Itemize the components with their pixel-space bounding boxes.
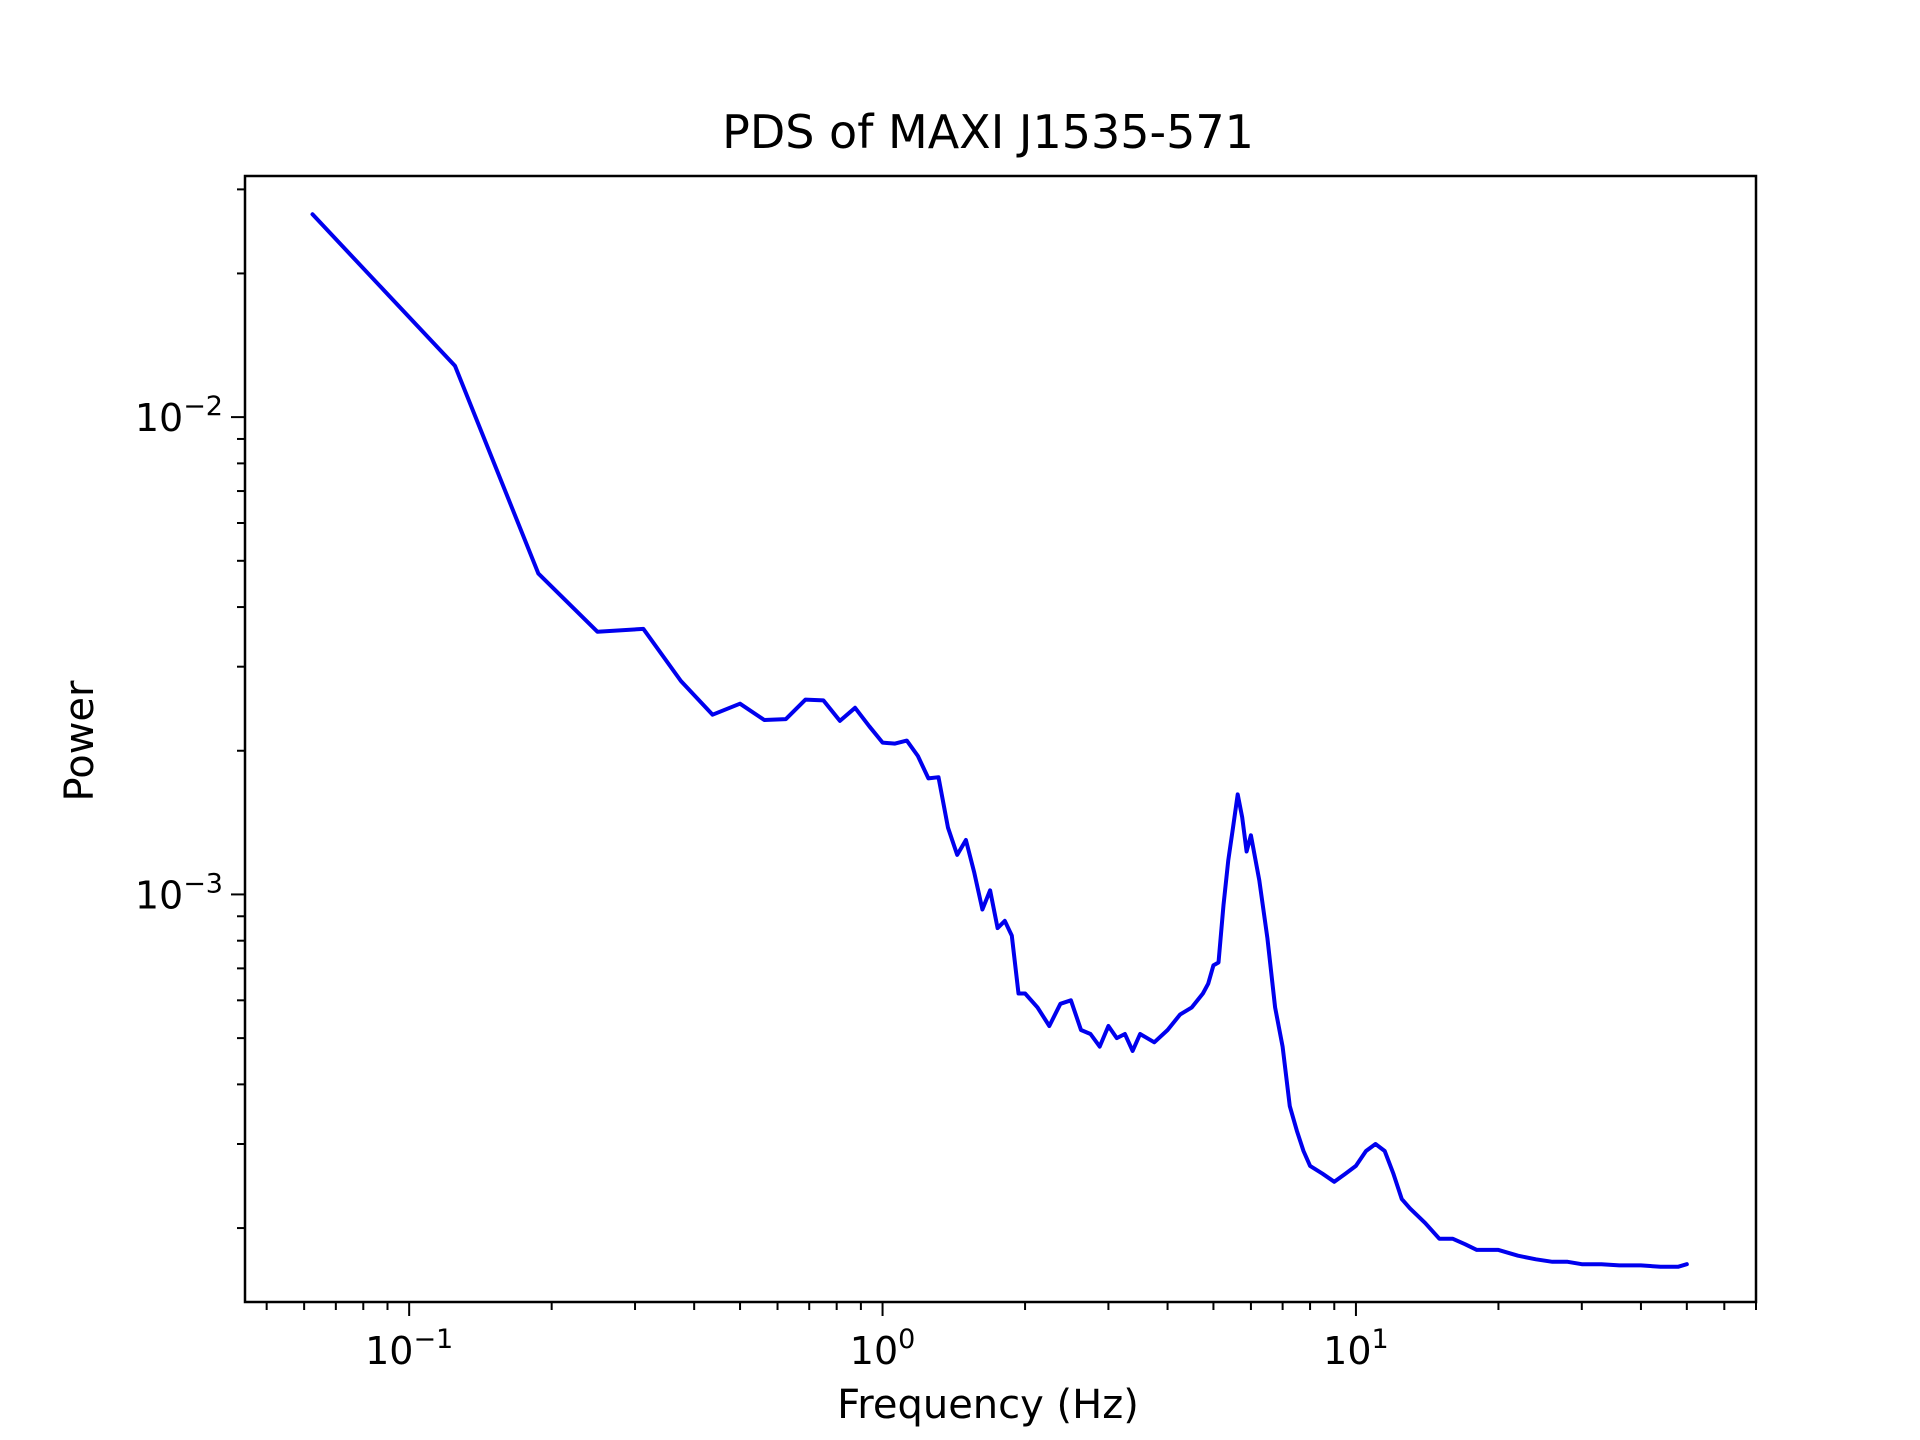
- x-tick-label: 101: [1323, 1324, 1389, 1373]
- x-axis-label: Frequency (Hz): [837, 1382, 1139, 1428]
- x-tick-label: 10−1: [365, 1324, 453, 1373]
- x-tick-label: 100: [850, 1324, 916, 1373]
- y-tick-label: 10−3: [135, 868, 223, 917]
- axes-ticks: 10−1 100 101 10−2 10−3: [135, 188, 1757, 1373]
- series-line-0: [310, 212, 1689, 1269]
- y-axis-label: Power: [57, 680, 103, 801]
- chart-title: PDS of MAXI J1535-571: [722, 105, 1254, 159]
- y-tick-label: 10−2: [135, 391, 223, 440]
- plot-frame: [243, 174, 1758, 1304]
- plot-area: [243, 174, 1758, 1304]
